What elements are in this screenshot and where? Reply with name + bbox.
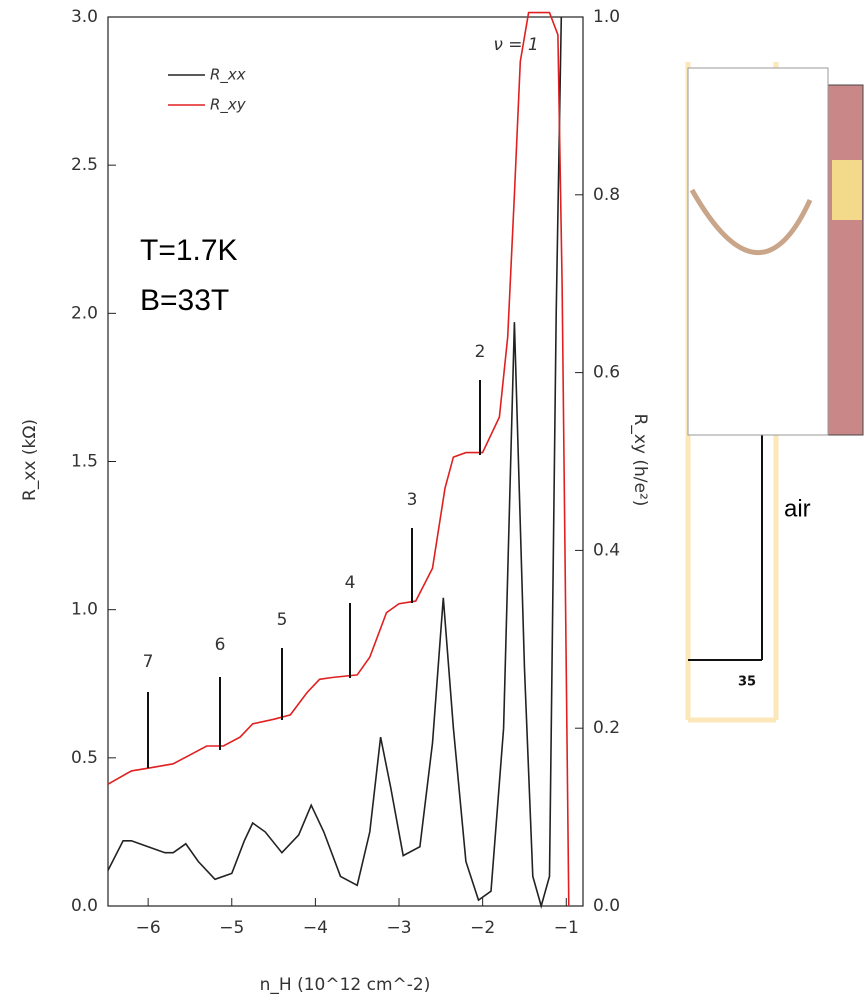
data-line (107, 16, 563, 909)
sketch (689, 188, 813, 256)
y2-tick-label: 0.0 (593, 896, 620, 916)
legend-label: R_xx (210, 66, 246, 85)
x-tick-label: −2 (470, 918, 495, 938)
y-tick-label: 2.5 (71, 155, 98, 175)
x-axis-label: n_H (10^12 cm^-2) (260, 975, 431, 995)
x-tick-label: −1 (554, 918, 579, 938)
annotation: 3 (407, 490, 418, 510)
annotation: 2 (475, 342, 486, 362)
y2-tick-label: 0.8 (593, 185, 620, 205)
x-tick-label: −3 (386, 918, 411, 938)
annotation: 35 (738, 675, 756, 690)
annotation: 6 (215, 635, 226, 655)
annotation: ν = 1 (493, 35, 538, 55)
annotation: 4 (345, 573, 356, 593)
y2-tick-label: 0.4 (593, 540, 620, 560)
y-tick-label: 1.0 (71, 600, 98, 620)
annotation: air (784, 495, 811, 522)
y-tick-label: 1.5 (71, 452, 98, 472)
x-tick-label: −6 (136, 918, 161, 938)
y-tick-label: 0.0 (71, 896, 98, 916)
x-tick-label: −5 (219, 918, 244, 938)
legend-label: R_xy (210, 96, 247, 115)
y-tick-label: 3.0 (71, 7, 98, 27)
y-tick-label: 2.0 (71, 303, 98, 323)
y2-tick-label: 0.2 (593, 718, 620, 738)
data-line (107, 11, 570, 907)
inset-fragment: air 35 (685, 62, 864, 723)
y2-axis-label: R_xy (h/e²) (630, 414, 650, 507)
annotation: 5 (277, 610, 288, 630)
plot-frame (107, 16, 584, 907)
y-axis-label: R_xx (kΩ) (20, 419, 40, 501)
annotation: B=33T (140, 284, 229, 317)
annotation: 7 (143, 652, 154, 672)
x-tick-label: −4 (303, 918, 328, 938)
y2-tick-label: 0.6 (593, 363, 620, 383)
photo-patch (832, 160, 862, 220)
y2-tick-label: 1.0 (593, 7, 620, 27)
annotation: T=1.7K (140, 234, 238, 267)
y-tick-label: 0.5 (71, 748, 98, 768)
